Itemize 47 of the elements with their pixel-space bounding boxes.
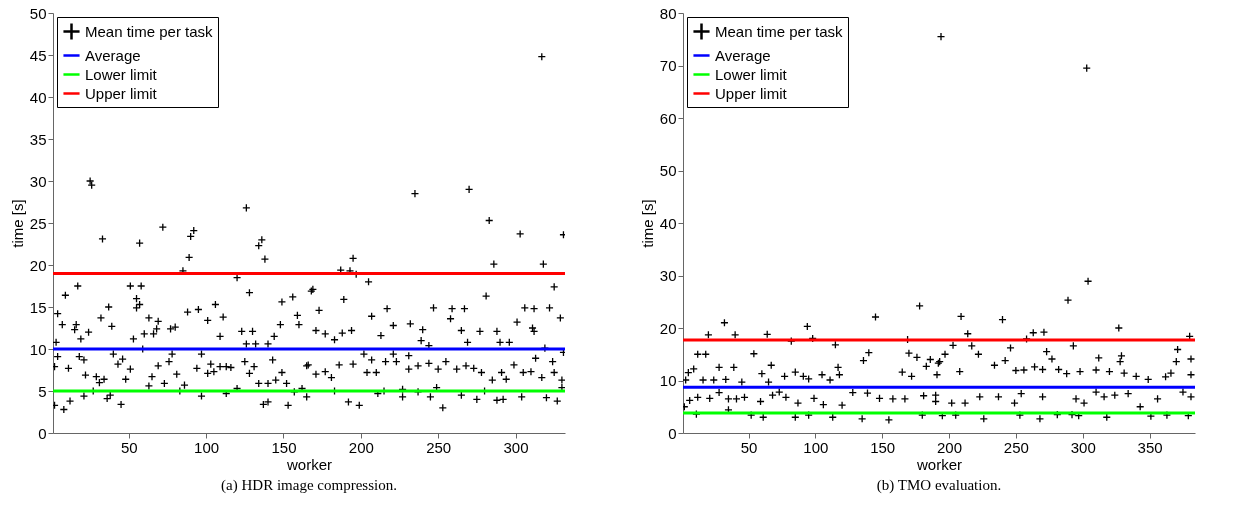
legend-label: Upper limit — [715, 84, 788, 102]
legend-label: Lower limit — [715, 65, 788, 83]
y-tick-label: 5 — [38, 382, 47, 400]
legend-label: Average — [715, 46, 771, 64]
x-tick-label: 150 — [870, 438, 896, 456]
y-axis-title: time [s] — [638, 199, 656, 248]
y-tick-label: 40 — [29, 88, 47, 106]
x-axis-title: worker — [285, 455, 333, 473]
y-tick-label: 0 — [38, 424, 47, 442]
y-axis-title: time [s] — [8, 199, 26, 248]
x-tick-label: 200 — [937, 438, 963, 456]
y-tick-label: 60 — [659, 109, 677, 127]
y-tick-label: 50 — [29, 4, 47, 22]
y-tick-label: 30 — [659, 267, 677, 284]
x-tick-label: 200 — [348, 438, 374, 456]
y-tick-label: 40 — [659, 214, 677, 232]
legend-label: Mean time per task — [85, 22, 214, 40]
y-tick-label: 25 — [29, 214, 47, 232]
x-tick-label: 150 — [271, 438, 297, 456]
y-tick-label: 45 — [29, 46, 47, 64]
legend-label: Mean time per task — [715, 22, 844, 40]
y-tick-label: 10 — [659, 372, 677, 389]
y-tick-label: 0 — [668, 424, 677, 442]
text: (a) HDR image compression. — [221, 477, 397, 494]
x-tick-label: 50 — [740, 438, 758, 456]
legend-label: Average — [85, 46, 141, 64]
x-tick-label: 300 — [1070, 438, 1096, 456]
legend-label: Upper limit — [85, 84, 158, 102]
x-axis-title: worker — [915, 455, 963, 473]
y-tick-label: 50 — [659, 162, 677, 179]
x-tick-label: 100 — [194, 438, 220, 456]
x-tick-label: 300 — [503, 438, 529, 456]
x-tick-label: 350 — [1137, 438, 1163, 456]
x-tick-label: 50 — [120, 438, 138, 456]
y-tick-label: 10 — [29, 340, 47, 358]
y-tick-label: 15 — [29, 298, 47, 316]
y-tick-label: 30 — [29, 172, 47, 190]
x-tick-label: 100 — [803, 438, 829, 456]
legend-label: Lower limit — [85, 65, 158, 83]
x-tick-label: 250 — [426, 438, 452, 456]
y-tick-label: 70 — [659, 57, 677, 74]
x-tick-label: 250 — [1003, 438, 1029, 456]
y-tick-label: 35 — [29, 130, 47, 148]
y-tick-label: 20 — [29, 256, 47, 274]
y-tick-label: 20 — [659, 319, 677, 337]
y-tick-label: 80 — [659, 4, 677, 22]
text: (b) TMO evaluation. — [876, 477, 1002, 494]
